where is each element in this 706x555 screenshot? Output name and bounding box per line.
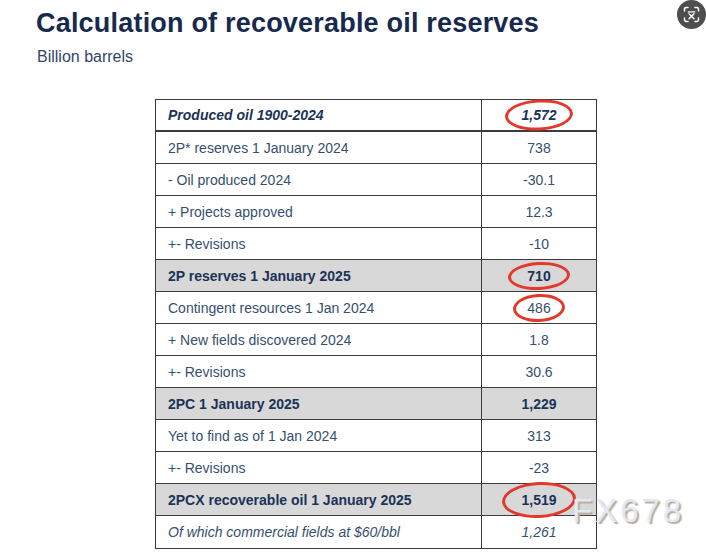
value-text: 710 bbox=[527, 268, 550, 284]
screenshot-translate-icon[interactable] bbox=[677, 0, 706, 29]
page-title: Calculation of recoverable oil reserves bbox=[36, 8, 539, 39]
value-text: -23 bbox=[529, 460, 549, 476]
row-label: - Oil produced 2024 bbox=[156, 164, 482, 195]
watermark: FX678 bbox=[572, 492, 684, 530]
row-label: 2PC 1 January 2025 bbox=[156, 388, 482, 419]
table-row: Produced oil 1900-2024 1,572 bbox=[156, 100, 596, 132]
value-text: -10 bbox=[529, 236, 549, 252]
row-label: 2PCX recoverable oil 1 January 2025 bbox=[156, 484, 482, 515]
row-label: Of which commercial fields at $60/bbl bbox=[156, 516, 482, 548]
row-value: 738 bbox=[482, 132, 596, 163]
value-text: 1,572 bbox=[521, 107, 556, 123]
row-value: 486 bbox=[482, 292, 596, 323]
row-value: 313 bbox=[482, 420, 596, 451]
row-label: +- Revisions bbox=[156, 228, 482, 259]
row-value: 12.3 bbox=[482, 196, 596, 227]
table-row: 2PC 1 January 2025 1,229 bbox=[156, 388, 596, 420]
table-row: +- Revisions -10 bbox=[156, 228, 596, 260]
table-row: +- Revisions 30.6 bbox=[156, 356, 596, 388]
row-value: 1.8 bbox=[482, 324, 596, 355]
row-value: 710 bbox=[482, 260, 596, 291]
row-label: + Projects approved bbox=[156, 196, 482, 227]
row-value: 30.6 bbox=[482, 356, 596, 387]
row-label: Yet to find as of 1 Jan 2024 bbox=[156, 420, 482, 451]
table-row: + Projects approved 12.3 bbox=[156, 196, 596, 228]
value-text: -30.1 bbox=[523, 172, 555, 188]
translate-glyph bbox=[681, 4, 702, 25]
row-value: 1,572 bbox=[482, 100, 596, 130]
value-text: 1,229 bbox=[521, 396, 556, 412]
value-text: 30.6 bbox=[525, 364, 552, 380]
table-row: Of which commercial fields at $60/bbl 1,… bbox=[156, 516, 596, 548]
table-row: 2P* reserves 1 January 2024 738 bbox=[156, 132, 596, 164]
row-label: Contingent resources 1 Jan 2024 bbox=[156, 292, 482, 323]
value-text: 1.8 bbox=[529, 332, 548, 348]
row-value: 1,229 bbox=[482, 388, 596, 419]
row-label: +- Revisions bbox=[156, 452, 482, 483]
table-row: Contingent resources 1 Jan 2024 486 bbox=[156, 292, 596, 324]
row-label: + New fields discovered 2024 bbox=[156, 324, 482, 355]
page-subtitle: Billion barrels bbox=[37, 48, 133, 66]
table-row: +- Revisions -23 bbox=[156, 452, 596, 484]
slide-canvas: Calculation of recoverable oil reserves … bbox=[0, 0, 706, 555]
row-label: Produced oil 1900-2024 bbox=[156, 100, 482, 130]
value-text: 12.3 bbox=[525, 204, 552, 220]
row-value: -10 bbox=[482, 228, 596, 259]
value-text: 738 bbox=[527, 140, 550, 156]
table-row: - Oil produced 2024 -30.1 bbox=[156, 164, 596, 196]
row-value: -30.1 bbox=[482, 164, 596, 195]
table-row: 2P reserves 1 January 2025 710 bbox=[156, 260, 596, 292]
row-label: 2P reserves 1 January 2025 bbox=[156, 260, 482, 291]
row-label: +- Revisions bbox=[156, 356, 482, 387]
value-text: 486 bbox=[527, 300, 550, 316]
table-row: + New fields discovered 2024 1.8 bbox=[156, 324, 596, 356]
table-row: 2PCX recoverable oil 1 January 2025 1,51… bbox=[156, 484, 596, 516]
value-text: 313 bbox=[527, 428, 550, 444]
table-row: Yet to find as of 1 Jan 2024 313 bbox=[156, 420, 596, 452]
row-value: -23 bbox=[482, 452, 596, 483]
reserves-table: Produced oil 1900-2024 1,572 2P* reserve… bbox=[155, 99, 597, 549]
value-text: 1,519 bbox=[521, 492, 556, 508]
row-label: 2P* reserves 1 January 2024 bbox=[156, 132, 482, 163]
value-text: 1,261 bbox=[521, 524, 556, 540]
